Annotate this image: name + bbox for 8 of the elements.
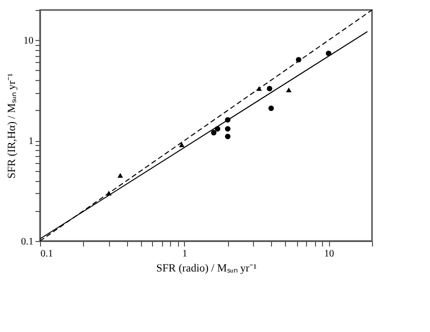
y-tick-label: 1	[28, 136, 34, 148]
x-tick-label: 0.1	[40, 248, 53, 260]
y-tick-label: 0.1	[21, 236, 34, 248]
x-axis-title: SFR (radio) / Mₛᵤₙ yr⁻¹	[156, 262, 257, 274]
y-axis-title: SFR (IR,Hα) / Mₛᵤₙ yr⁻¹	[6, 73, 18, 179]
x-tick-label: 1	[182, 248, 188, 260]
x-tick-label: 10	[324, 248, 334, 260]
y-tick-label: 10	[24, 36, 34, 47]
